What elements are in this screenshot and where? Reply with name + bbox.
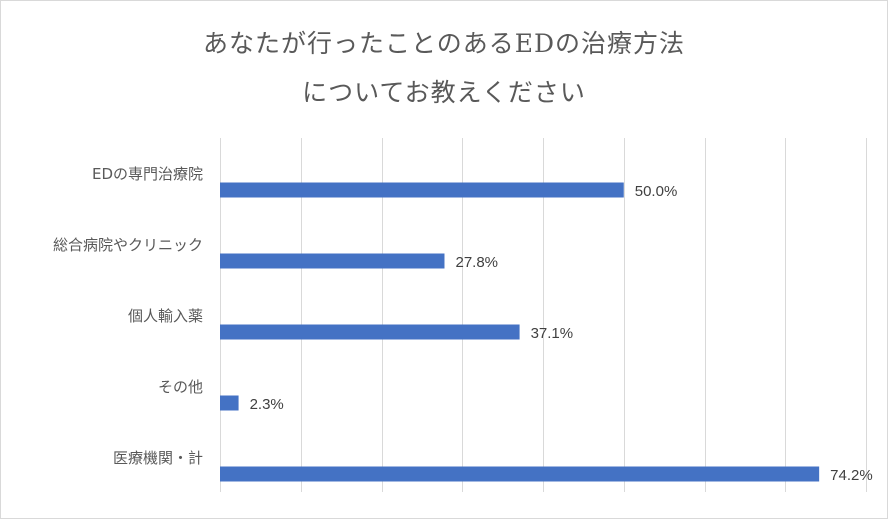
category-label: 個人輸入薬 xyxy=(128,307,203,325)
category-label: 総合病院やクリニック xyxy=(53,236,203,254)
value-label: 74.2% xyxy=(830,467,873,484)
category-label: その他 xyxy=(158,378,203,396)
bars xyxy=(220,182,820,482)
bar xyxy=(220,466,820,482)
chart-title-line-1: あなたが行ったことのあるEDの治療方法 xyxy=(202,29,686,58)
value-label: 2.3% xyxy=(250,396,284,413)
bar xyxy=(220,324,520,340)
value-label: 27.8% xyxy=(455,254,498,271)
category-label: 医療機関・計 xyxy=(113,449,203,467)
value-label: 50.0% xyxy=(635,183,678,200)
category-label: EDの専門治療院 xyxy=(92,165,203,183)
chart-title-line-2: についてお教えください xyxy=(302,78,586,107)
bar xyxy=(220,253,445,269)
value-label: 37.1% xyxy=(531,325,574,342)
bar xyxy=(220,395,239,411)
bar xyxy=(220,182,624,198)
value-labels: 50.0% 27.8% 37.1% 2.3% 74.2% xyxy=(250,183,873,484)
